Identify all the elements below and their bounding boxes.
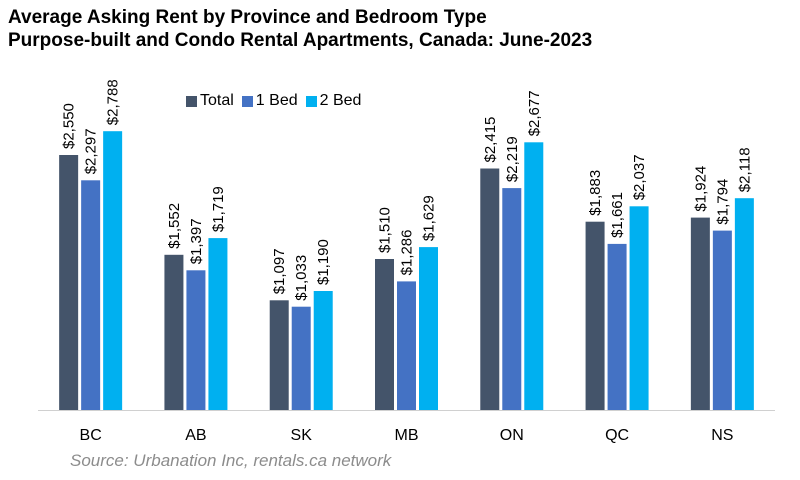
bar-ns-2-bed <box>734 198 754 410</box>
bar-on-total <box>480 168 500 410</box>
legend-label-2-bed: 2 Bed <box>319 92 362 109</box>
data-label-ab-2-bed: $1,719 <box>210 186 227 232</box>
bar-sk-2-bed <box>313 291 333 410</box>
legend-swatch-1-bed <box>241 95 253 107</box>
x-tick-label-ab: AB <box>185 427 206 444</box>
bar-bc-2-bed <box>103 131 123 410</box>
data-label-qc-total: $1,883 <box>587 170 604 216</box>
data-label-mb-total: $1,510 <box>377 207 394 253</box>
data-label-bc-total: $2,550 <box>61 103 78 149</box>
data-label-ab-total: $1,552 <box>166 203 183 249</box>
bar-ns-total <box>690 217 710 410</box>
legend-swatch-2-bed <box>305 95 317 107</box>
data-label-bc-2-bed: $2,788 <box>105 79 122 125</box>
bar-ab-total <box>164 254 184 410</box>
data-label-sk-1-bed: $1,033 <box>293 255 310 301</box>
source-note: Source: Urbanation Inc, rentals.ca netwo… <box>70 451 392 470</box>
data-label-ns-total: $1,924 <box>692 166 709 212</box>
legend-item-2-bed: 2 Bed <box>305 92 362 110</box>
chart-title: Average Asking Rent by Province and Bedr… <box>8 6 592 52</box>
bar-bc-total <box>59 155 79 410</box>
bar-ab-1-bed <box>186 270 206 410</box>
data-label-qc-1-bed: $1,661 <box>609 192 626 238</box>
bar-mb-2-bed <box>419 247 438 410</box>
bar-ns-1-bed <box>712 230 732 410</box>
title-line-1: Average Asking Rent by Province and Bedr… <box>8 7 487 28</box>
legend-label-total: Total <box>200 92 234 109</box>
bar-sk-total <box>269 300 289 410</box>
data-label-mb-2-bed: $1,629 <box>421 195 438 241</box>
data-label-on-2-bed: $2,677 <box>526 90 543 136</box>
bar-on-2-bed <box>524 142 544 411</box>
bar-sk-1-bed <box>291 306 311 410</box>
bar-on-1-bed <box>502 188 522 410</box>
bar-bc-1-bed <box>81 180 101 410</box>
x-tick-label-qc: QC <box>605 427 629 444</box>
data-label-ab-1-bed: $1,397 <box>188 218 205 264</box>
legend-item-1-bed: 1 Bed <box>241 92 298 110</box>
bar-qc-total <box>585 221 605 410</box>
x-tick-label-bc: BC <box>80 427 102 444</box>
data-label-ns-2-bed: $2,118 <box>736 147 753 192</box>
bar-qc-2-bed <box>629 206 649 410</box>
bar-mb-total <box>375 259 394 410</box>
data-label-qc-2-bed: $2,037 <box>631 154 648 200</box>
x-tick-label-on: ON <box>500 427 524 444</box>
data-label-bc-1-bed: $2,297 <box>83 128 100 174</box>
x-tick-label-mb: MB <box>395 427 419 444</box>
data-label-sk-total: $1,097 <box>271 248 288 294</box>
data-label-sk-2-bed: $1,190 <box>315 239 332 285</box>
x-tick-label-sk: SK <box>291 427 313 444</box>
legend-label-1-bed: 1 Bed <box>255 92 298 109</box>
data-label-ns-1-bed: $1,794 <box>714 179 731 225</box>
data-label-on-1-bed: $2,219 <box>504 136 521 182</box>
x-tick-label-ns: NS <box>711 427 733 444</box>
data-label-mb-1-bed: $1,286 <box>399 230 416 276</box>
title-line-2: Purpose-built and Condo Rental Apartment… <box>8 30 593 51</box>
legend-item-total: Total <box>186 92 234 110</box>
bar-mb-1-bed <box>397 281 416 410</box>
legend-swatch-total <box>186 95 197 107</box>
bar-ab-2-bed <box>208 238 228 410</box>
chart-legend: Total 1 Bed 2 Bed <box>186 92 369 110</box>
data-label-on-total: $2,415 <box>482 117 499 163</box>
bar-qc-1-bed <box>607 243 627 410</box>
